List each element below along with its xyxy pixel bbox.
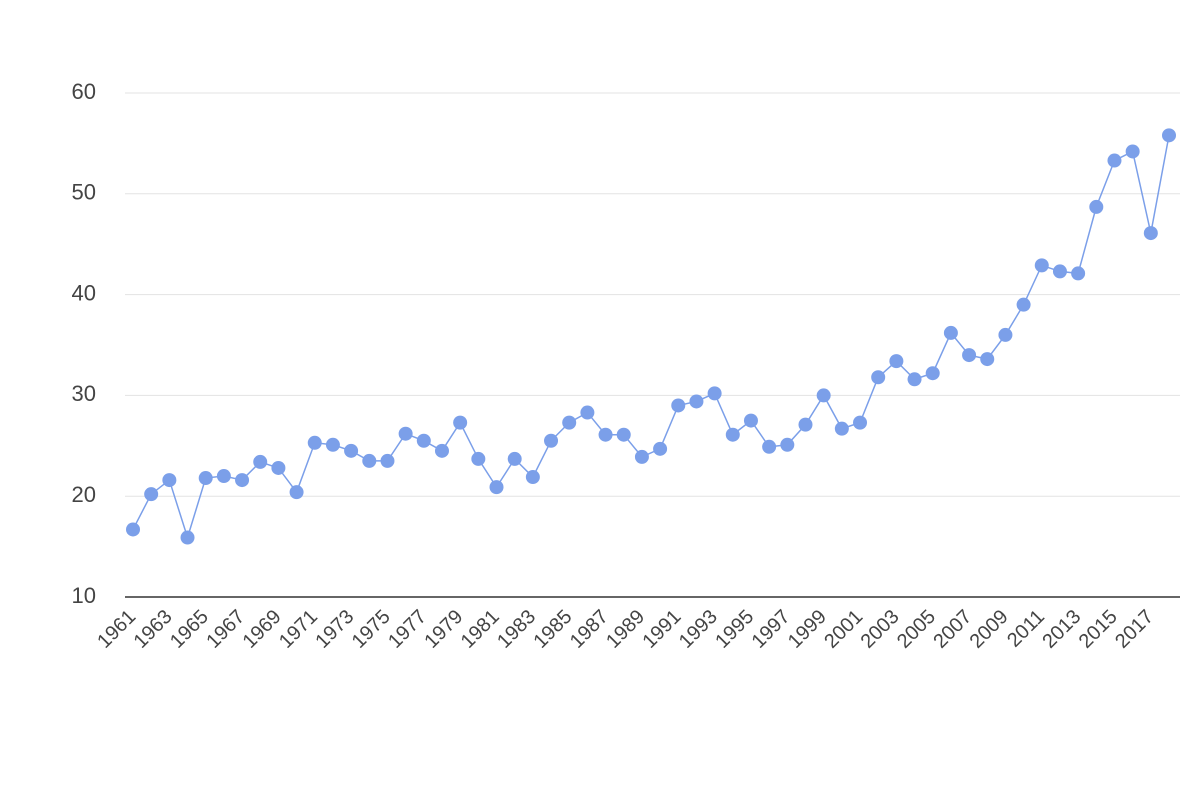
point [398, 426, 413, 441]
x-tick-label: 1963 [130, 606, 177, 653]
x-tick-label: 1979 [420, 606, 467, 653]
point [235, 473, 250, 488]
point [180, 530, 195, 545]
point [216, 469, 231, 484]
x-tick-label: 1977 [384, 606, 431, 653]
point [362, 453, 377, 468]
point [1143, 226, 1158, 241]
point [616, 427, 631, 442]
x-tick-label: 1971 [275, 606, 322, 653]
point [725, 427, 740, 442]
point [471, 451, 486, 466]
point [253, 454, 268, 469]
x-tick-label: 2015 [1075, 606, 1122, 653]
x-tick-label: 2003 [857, 606, 904, 653]
y-tick-label: 60 [72, 79, 96, 104]
x-tick-label: 1991 [639, 606, 686, 653]
point [325, 437, 340, 452]
point [671, 398, 686, 413]
y-tick-label: 20 [72, 482, 96, 507]
point [707, 386, 722, 401]
x-tick-label: 1981 [457, 606, 504, 653]
x-tick-label: 1999 [784, 606, 831, 653]
point [434, 443, 449, 458]
point [1034, 258, 1049, 273]
x-tick-label: 1967 [202, 606, 249, 653]
point [562, 415, 577, 430]
y-tick-label: 50 [72, 180, 96, 205]
point [598, 427, 613, 442]
point [853, 415, 868, 430]
point [1071, 266, 1086, 281]
x-tick-label: 1975 [348, 606, 395, 653]
point [198, 471, 213, 486]
point [489, 480, 504, 495]
x-tick-label: 1973 [311, 606, 358, 653]
point [943, 325, 958, 340]
line [132, 135, 1170, 541]
point [798, 417, 813, 432]
y-tick-label: 40 [72, 280, 96, 305]
point [743, 413, 758, 428]
point [416, 433, 431, 448]
x-tick-label: 1997 [748, 606, 795, 653]
x-tick-label: 1989 [602, 606, 649, 653]
x-tick-label: 1985 [529, 606, 576, 653]
point [980, 352, 995, 367]
point [580, 405, 595, 420]
point [525, 470, 540, 485]
point [344, 443, 359, 458]
point [1125, 144, 1140, 159]
point [762, 439, 777, 454]
point [289, 485, 304, 500]
point [544, 433, 559, 448]
x-tick-label: 1983 [493, 606, 540, 653]
x-tick-label: 2013 [1038, 606, 1085, 653]
y-tick-label: 10 [72, 583, 96, 608]
point [1052, 264, 1067, 279]
point [780, 437, 795, 452]
point [689, 394, 704, 409]
point [889, 354, 904, 369]
point [380, 453, 395, 468]
x-tick-label: 1995 [711, 606, 758, 653]
x-tick-label: 2007 [929, 606, 976, 653]
point [162, 473, 177, 488]
x-tick-label: 2005 [893, 606, 940, 653]
point [907, 372, 922, 387]
x-tick-label: 1969 [239, 606, 286, 653]
point [1016, 297, 1031, 312]
point [962, 348, 977, 363]
point [1089, 199, 1104, 214]
x-tick-label: 2011 [1003, 606, 1049, 652]
point [634, 449, 649, 464]
point [1162, 128, 1176, 143]
y-tick-label: 30 [72, 381, 96, 406]
x-tick-label: 2017 [1111, 606, 1158, 653]
point [816, 388, 831, 403]
point [144, 487, 159, 502]
x-tick-label: 2009 [966, 606, 1013, 653]
point [453, 415, 468, 430]
x-tick-label: 1965 [166, 606, 213, 653]
point [1107, 153, 1122, 168]
point [507, 451, 522, 466]
point [271, 460, 286, 475]
x-tick-label: 1993 [675, 606, 722, 653]
point [998, 327, 1013, 342]
point [126, 522, 140, 537]
x-tick-label: 1987 [566, 606, 613, 653]
point [834, 421, 849, 436]
x-tick-label: 2001 [820, 606, 867, 653]
point [925, 366, 940, 381]
point [307, 435, 322, 450]
point [871, 370, 886, 385]
x-tick-label: 1961 [93, 606, 140, 653]
point [653, 441, 668, 456]
